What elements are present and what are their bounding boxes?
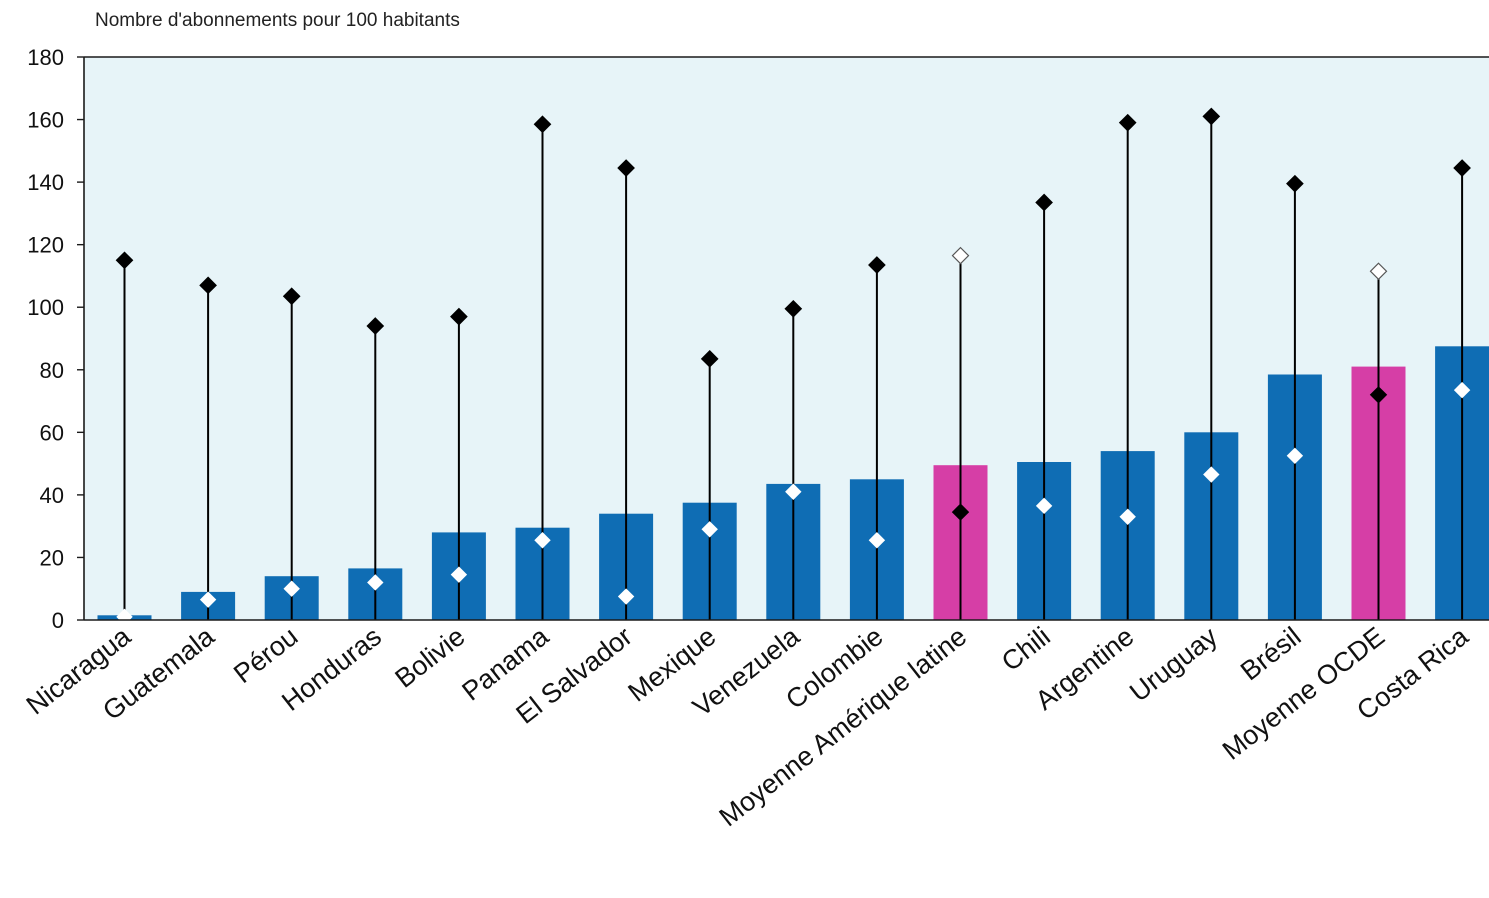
marker-low-9 xyxy=(868,532,886,549)
category-label-2: Pérou xyxy=(228,621,303,689)
marker-high-11 xyxy=(1035,193,1053,212)
marker-high-3 xyxy=(366,317,385,335)
marker-high-0 xyxy=(115,251,134,270)
marker-low-7 xyxy=(701,521,718,538)
marker-low-5 xyxy=(534,532,551,549)
marker-high-10 xyxy=(951,246,970,265)
y-tick-label-6: 120 xyxy=(27,233,64,258)
y-tick-label-7: 140 xyxy=(27,170,64,195)
y-tick-label-8: 160 xyxy=(27,108,64,133)
marker-high-5 xyxy=(533,115,552,134)
y-tick-label-5: 100 xyxy=(27,295,64,320)
category-label-11: Chili xyxy=(996,621,1056,677)
marker-high-6 xyxy=(617,159,635,177)
marker-high-13 xyxy=(1202,107,1221,126)
marker-high-8 xyxy=(784,299,803,318)
marker-low-16 xyxy=(1453,381,1471,399)
category-label-13: Uruguay xyxy=(1124,621,1223,708)
marker-low-15 xyxy=(1369,386,1388,404)
marker-high-4 xyxy=(450,307,468,326)
marker-high-1 xyxy=(199,276,217,295)
marker-low-14 xyxy=(1286,447,1304,464)
y-tick-label-4: 80 xyxy=(40,358,64,383)
y-tick-label-0: 0 xyxy=(52,608,64,633)
marker-high-15 xyxy=(1369,262,1388,281)
marker-low-6 xyxy=(617,588,635,605)
marker-low-4 xyxy=(450,566,468,583)
marker-low-1 xyxy=(199,591,217,608)
y-tick-label-1: 20 xyxy=(40,545,64,570)
marker-low-12 xyxy=(1119,508,1136,525)
marker-low-13 xyxy=(1203,466,1220,483)
y-tick-label-9: 180 xyxy=(27,45,64,70)
category-label-14: Brésil xyxy=(1235,621,1307,686)
y-axis-label: Nombre d'abonnements pour 100 habitants xyxy=(95,10,460,31)
marker-high-2 xyxy=(282,287,301,306)
marker-high-14 xyxy=(1286,174,1304,193)
marker-high-12 xyxy=(1118,113,1137,132)
marker-low-3 xyxy=(367,574,384,591)
y-tick-label-3: 60 xyxy=(40,420,64,445)
marker-high-7 xyxy=(700,349,719,368)
marker-low-11 xyxy=(1035,497,1053,515)
marker-low-8 xyxy=(785,483,802,500)
marker-low-10 xyxy=(951,503,970,521)
marker-low-2 xyxy=(283,580,300,597)
y-tick-label-2: 40 xyxy=(40,483,64,508)
marker-high-16 xyxy=(1453,159,1471,177)
marker-high-9 xyxy=(868,256,886,274)
